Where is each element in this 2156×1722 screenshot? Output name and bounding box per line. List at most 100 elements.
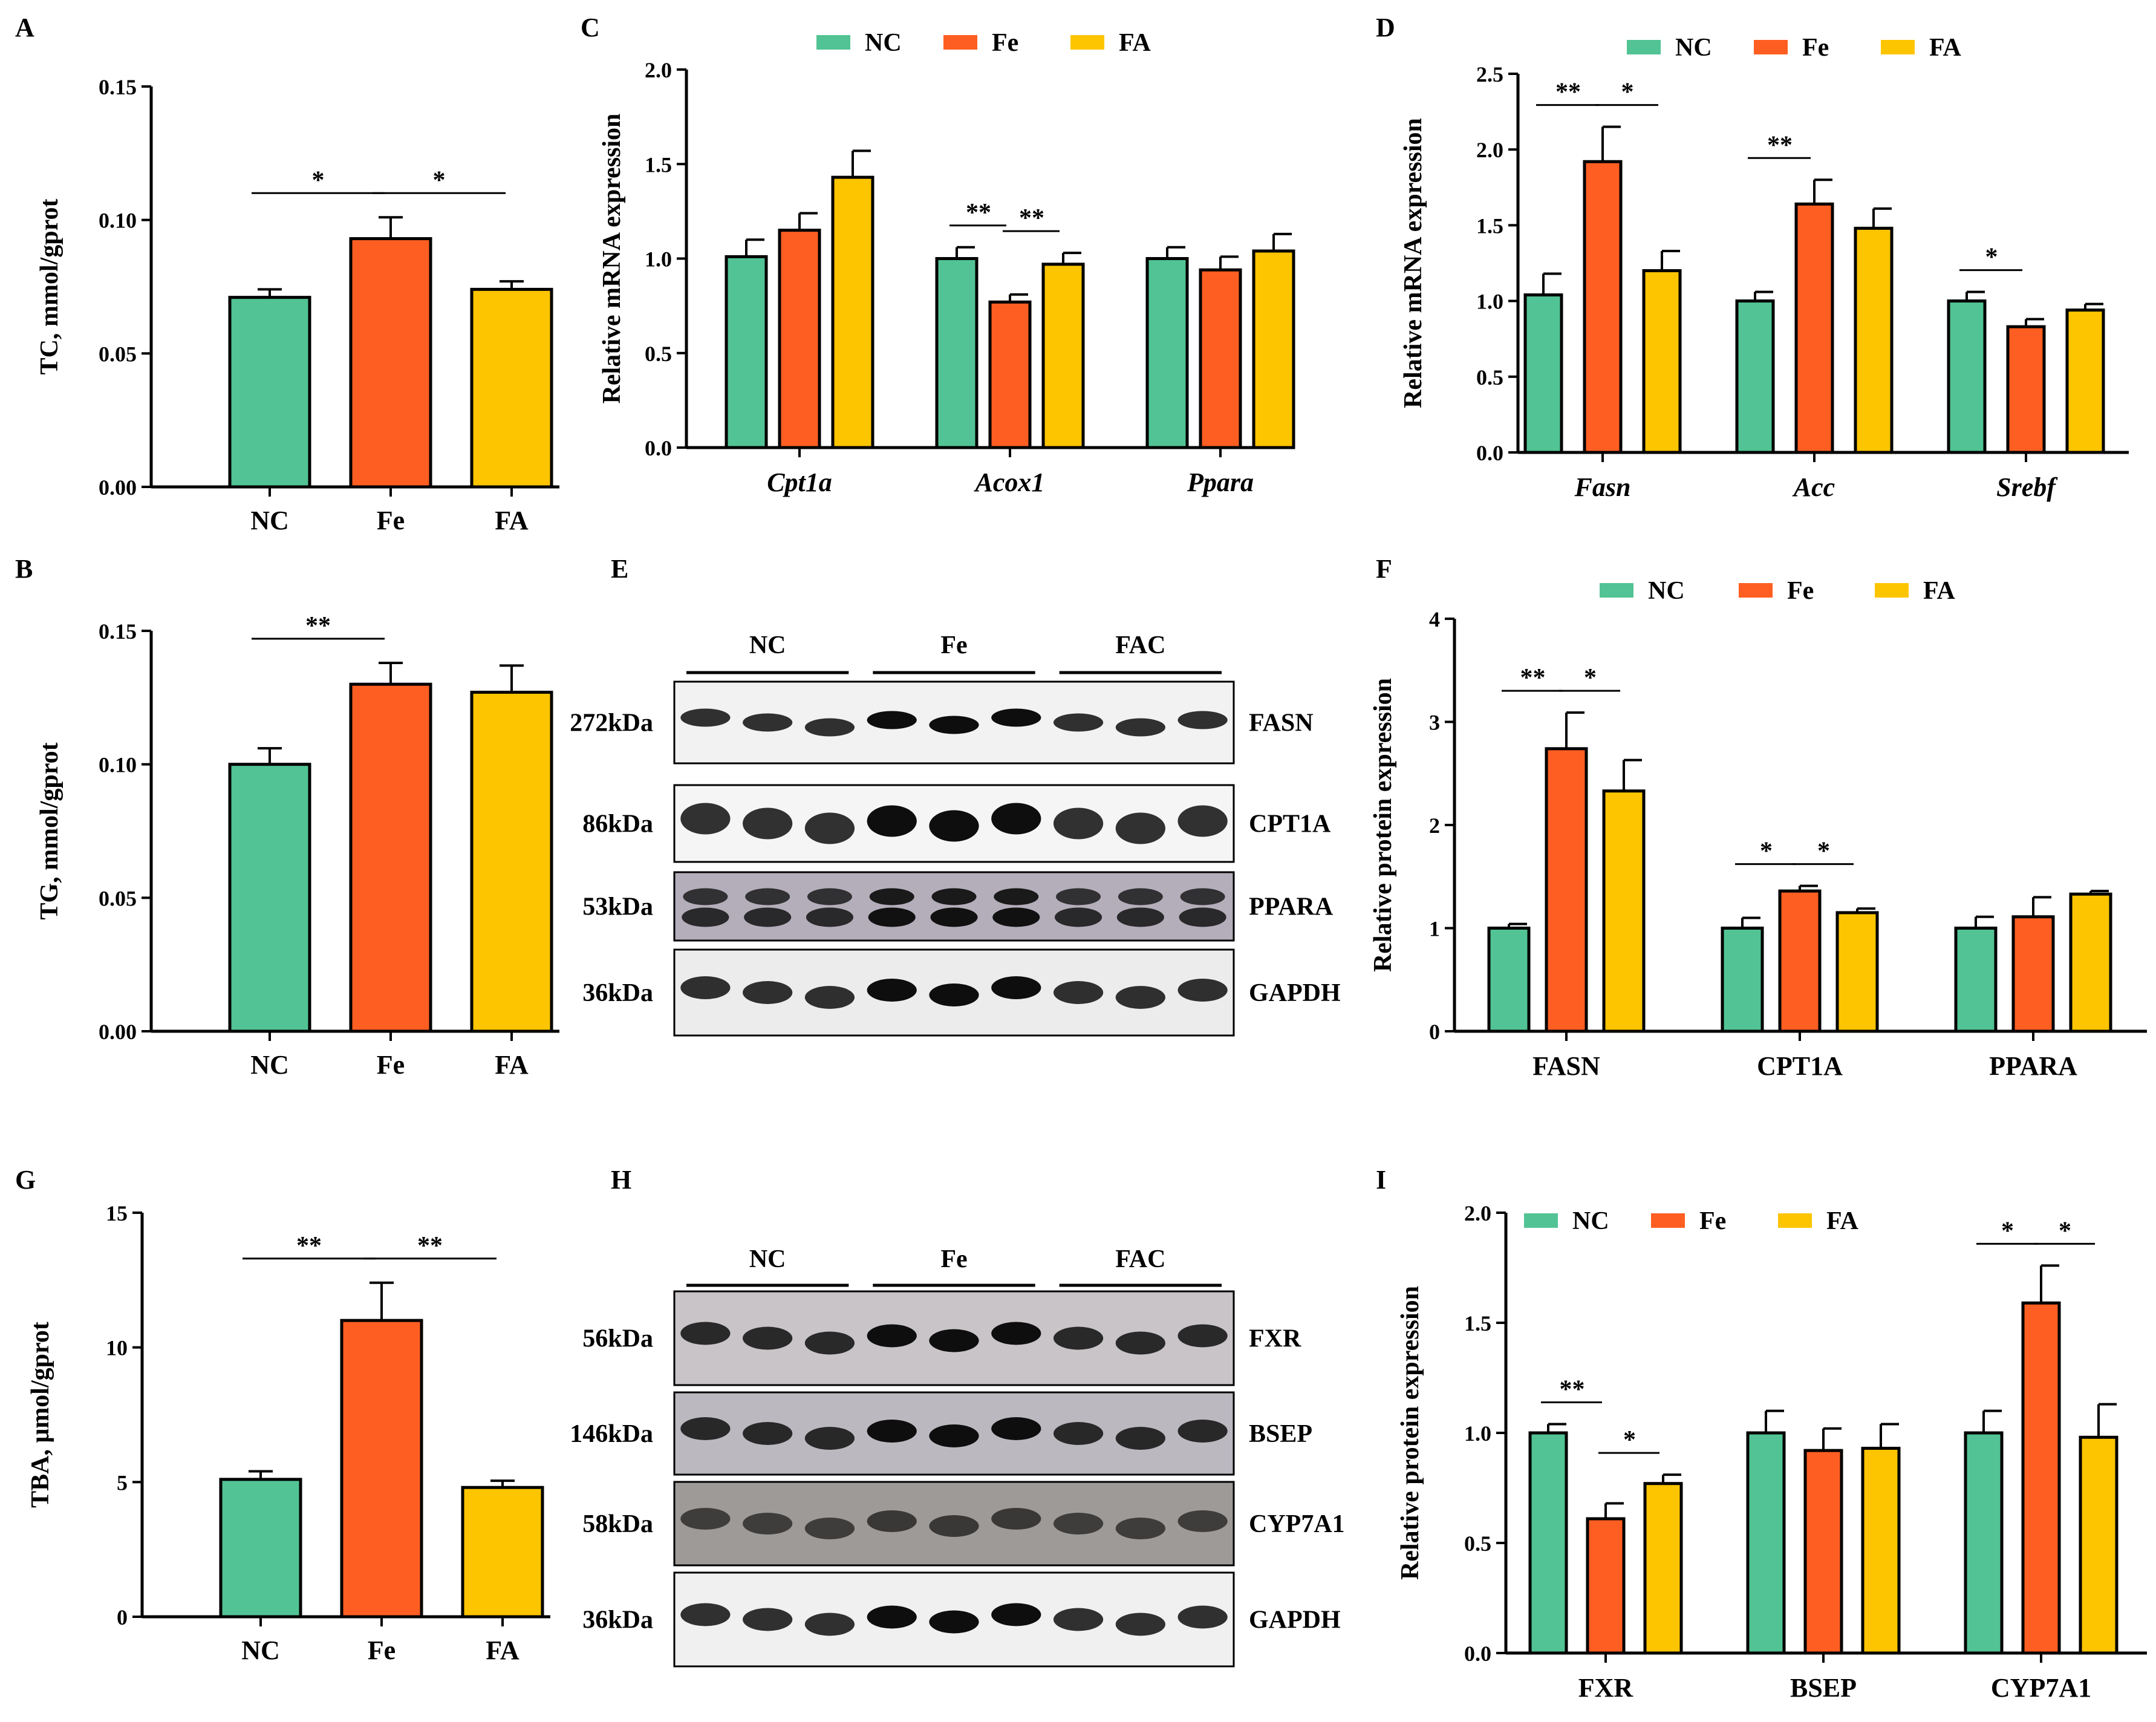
blot-band [930, 907, 978, 927]
significance-marker: * [1621, 79, 1634, 106]
significance-marker: * [2059, 1217, 2071, 1245]
blot-protein-label: FXR [1249, 1325, 1301, 1353]
blot-band [1177, 711, 1228, 729]
bar-NC [1721, 927, 1764, 1033]
blot-band [743, 713, 793, 732]
significance-marker: * [1985, 244, 1998, 272]
significance-marker: ** [1019, 204, 1044, 232]
significance-marker: ** [296, 1232, 322, 1260]
blot-group-label: Fe [940, 631, 967, 659]
y-tick-label: 2.0 [645, 58, 672, 82]
legend-label: NC [1648, 577, 1685, 605]
blot-band [867, 979, 917, 1002]
y-tick-label: 1 [1429, 917, 1440, 941]
significance-marker: ** [1560, 1375, 1585, 1403]
bar-Fe [1778, 889, 1822, 1033]
blot-band [991, 708, 1041, 727]
y-tick-label: 1.0 [645, 247, 672, 272]
significance-marker: * [2001, 1217, 2014, 1245]
y-tick-label: 0.5 [645, 342, 672, 366]
significance-marker: ** [1520, 664, 1546, 692]
significance-marker: * [1623, 1426, 1636, 1454]
blot-group-label: FAC [1115, 1245, 1165, 1273]
bar-NC [1954, 927, 1998, 1033]
blot-band [1055, 907, 1102, 927]
blot-group-label: NC [749, 1245, 786, 1273]
blot-band [804, 1613, 855, 1636]
blot-band [745, 888, 790, 905]
bar-FA [461, 1486, 544, 1619]
blot-band [1116, 907, 1164, 927]
blot-band [1115, 1518, 1165, 1539]
blot-protein-label: PPARA [1249, 893, 1334, 921]
bar-FA [1835, 911, 1879, 1033]
blot-band [744, 907, 792, 927]
bar-Fe [349, 237, 432, 489]
blot-band [743, 1422, 793, 1445]
blot-band [1053, 713, 1104, 732]
blot-kda-label: 86kDa [582, 810, 653, 838]
blot-band [867, 1605, 917, 1629]
bar-FA [1041, 263, 1085, 449]
bar-Fe [1545, 747, 1588, 1033]
legend-swatch-FA [1881, 40, 1915, 54]
blot-band [991, 803, 1041, 835]
y-tick-label: 2.5 [1476, 62, 1503, 86]
blot-band [929, 716, 979, 734]
y-tick-label: 0.15 [99, 619, 137, 644]
panel-letter-B: B [15, 554, 33, 584]
blot-band [804, 1427, 855, 1450]
blot-band [1053, 1422, 1104, 1445]
y-tick-label: 0 [1429, 1020, 1440, 1044]
bar-FA [1602, 789, 1646, 1033]
blot-band [992, 907, 1040, 927]
legend-label: Fe [1802, 34, 1829, 62]
significance-marker: * [433, 166, 446, 194]
blot-band [869, 888, 914, 905]
bar-FA [470, 287, 553, 489]
blot-band [680, 803, 731, 835]
blot-band [1115, 986, 1165, 1009]
bar-NC [1523, 293, 1563, 454]
legend-swatch-Fe [1754, 40, 1788, 54]
legend-label: FA [1826, 1207, 1859, 1235]
bar-FA [2079, 1435, 2119, 1655]
blot-band [1177, 979, 1228, 1002]
blot-strip-PPARA [673, 871, 1235, 942]
bar-Fe [2006, 325, 2046, 454]
bar-Fe [778, 229, 821, 449]
blot-band [1115, 812, 1165, 844]
blot-band [1179, 907, 1226, 927]
x-tick-label: BSEP [1790, 1673, 1857, 1703]
bar-NC [1487, 927, 1531, 1033]
bar-FA [1643, 1482, 1683, 1655]
x-tick-label: NC [250, 506, 289, 535]
blot-band [1115, 1613, 1165, 1636]
blot-band [804, 1518, 855, 1539]
blot-band [682, 907, 729, 927]
panel-letter-A: A [15, 13, 34, 42]
panel-C: C 0.0 0.5 1.0 1.5 2.0 Relative mRNA expression… [581, 13, 1295, 497]
legend-swatch-FA [1070, 35, 1104, 50]
y-tick-label: 0 [117, 1605, 128, 1629]
blot-band [931, 888, 977, 905]
y-tick-label: 0.00 [99, 1020, 137, 1044]
blot-band [680, 1603, 731, 1626]
blot-band [867, 1510, 917, 1532]
blot-band [1053, 981, 1104, 1004]
panel-A: A 0.00 0.05 0.10 0.15 TC, mmol/gprot NC Fe FA * * [15, 13, 559, 535]
panel-letter-E: E [611, 554, 628, 584]
legend-swatch-Fe [1651, 1213, 1685, 1228]
blot-band [1053, 1326, 1104, 1350]
x-tick-label: Fasn [1574, 472, 1631, 502]
x-tick-label: FASN [1532, 1051, 1600, 1081]
blot-band [991, 1603, 1041, 1626]
blot-protein-label: FASN [1249, 709, 1314, 737]
legend-swatch-FA [1778, 1213, 1812, 1228]
blot-band [991, 976, 1041, 999]
legend-label: NC [1572, 1207, 1609, 1235]
bar-NC [1746, 1431, 1786, 1655]
y-axis-title: Relative mRNA expression [1399, 118, 1427, 408]
significance-marker: * [1817, 838, 1830, 866]
legend-swatch-NC [1600, 583, 1633, 598]
